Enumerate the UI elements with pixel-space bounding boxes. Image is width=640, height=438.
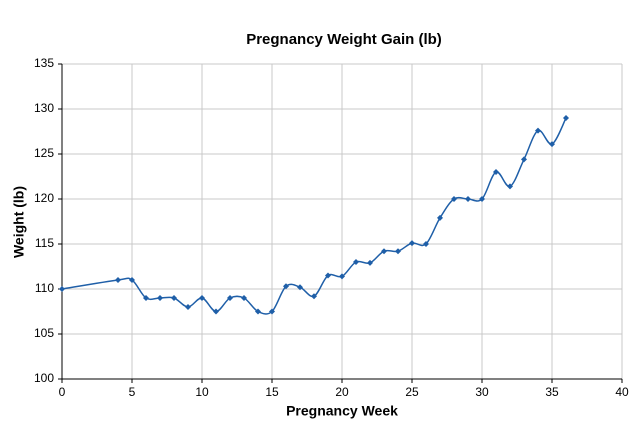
x-tick-label: 35 <box>545 385 559 399</box>
y-tick-label: 105 <box>34 326 54 340</box>
y-tick-label: 100 <box>34 371 54 385</box>
marker <box>297 284 303 291</box>
marker <box>171 295 177 301</box>
marker <box>493 169 499 175</box>
marker <box>437 214 443 221</box>
marker <box>395 248 401 255</box>
y-tick-label: 130 <box>34 101 54 115</box>
x-tick-label: 10 <box>195 385 209 399</box>
x-tick-label: 15 <box>265 385 279 399</box>
marker <box>353 259 359 265</box>
line <box>61 117 567 315</box>
marker <box>59 286 65 292</box>
x-tick-label: 30 <box>475 385 489 399</box>
marker <box>157 295 163 301</box>
marker <box>423 241 429 247</box>
marker <box>283 283 289 290</box>
marker <box>479 196 485 202</box>
y-tick-label: 125 <box>34 146 54 160</box>
marker <box>339 273 345 280</box>
marker <box>549 141 555 148</box>
chart-title: Pregnancy Weight Gain (lb) <box>246 31 442 48</box>
marker <box>381 248 387 255</box>
x-tick-label: 40 <box>615 385 629 399</box>
y-tick-label: 115 <box>35 236 54 250</box>
y-tick-label: 120 <box>34 191 54 205</box>
y-tick-label: 110 <box>35 281 54 295</box>
x-tick-label: 0 <box>59 385 66 399</box>
marker <box>325 272 331 279</box>
marker <box>311 293 317 300</box>
marker <box>563 115 569 121</box>
marker <box>507 183 513 190</box>
marker <box>367 259 373 266</box>
marker <box>269 308 275 315</box>
marker <box>213 308 219 315</box>
marker <box>535 127 541 134</box>
y-tick-label: 135 <box>34 56 54 70</box>
x-tick-label: 5 <box>129 385 136 399</box>
marker <box>465 196 471 202</box>
marker <box>409 240 415 247</box>
marker <box>143 295 149 301</box>
marker <box>227 295 233 301</box>
marker <box>521 156 527 163</box>
x-axis-title: Pregnancy Week <box>286 403 398 419</box>
x-tick-label: 20 <box>335 385 349 399</box>
marker <box>185 304 191 310</box>
marker <box>199 295 205 301</box>
x-tick-label: 25 <box>405 385 419 399</box>
marker <box>255 308 261 315</box>
marker <box>115 277 121 283</box>
marker <box>129 277 135 283</box>
marker <box>241 295 247 301</box>
y-axis-title: Weight (lb) <box>11 186 27 258</box>
marker <box>451 196 457 202</box>
